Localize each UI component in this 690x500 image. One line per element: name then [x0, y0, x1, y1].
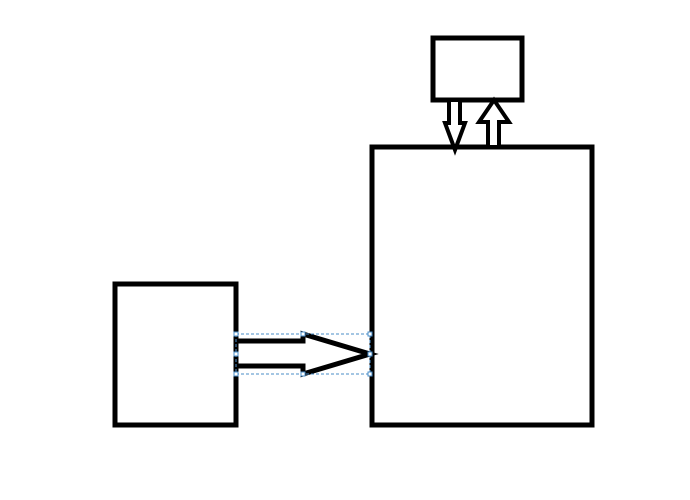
selection-handle-bottom-left[interactable] — [233, 371, 239, 377]
top-small-box[interactable] — [430, 35, 525, 103]
selection-handle-bottom-middle[interactable] — [300, 371, 306, 377]
small-left-box[interactable] — [112, 281, 239, 428]
down-block-arrow[interactable] — [442, 98, 468, 156]
selection-handle-top-middle[interactable] — [300, 331, 306, 337]
selection-handle-middle-left[interactable] — [233, 351, 239, 357]
selection-handle-top-left[interactable] — [233, 331, 239, 337]
selection-handle-bottom-right[interactable] — [367, 371, 373, 377]
selection-handle-middle-right[interactable] — [367, 351, 373, 357]
right-block-arrow[interactable] — [233, 330, 379, 378]
selection-frame — [233, 331, 373, 377]
selection-handle-top-right[interactable] — [367, 331, 373, 337]
up-block-arrow[interactable] — [475, 96, 513, 149]
right-block-arrow-group[interactable] — [233, 330, 379, 378]
large-right-box[interactable] — [369, 144, 595, 428]
